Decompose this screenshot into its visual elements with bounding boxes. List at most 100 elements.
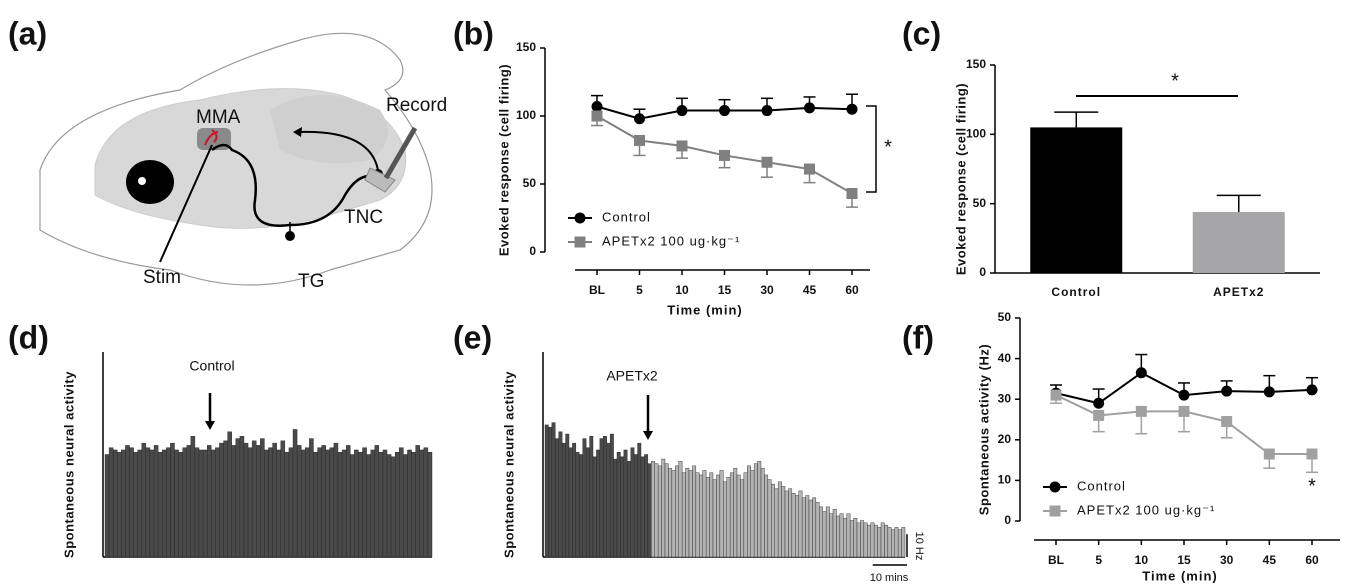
activity-bar <box>104 454 110 558</box>
y-tick-label: 100 <box>966 127 986 141</box>
y-tick-label: 50 <box>973 196 987 210</box>
activity-bar <box>137 449 142 558</box>
activity-bar <box>251 440 257 558</box>
y-axis-label: Evoked response (cell firing) <box>953 83 968 275</box>
activity-bar <box>186 445 192 558</box>
activity-bar <box>723 481 727 558</box>
activity-bar <box>572 442 577 558</box>
activity-bar <box>395 452 400 558</box>
activity-bar <box>815 502 820 558</box>
activity-bar <box>386 454 392 558</box>
activity-bar <box>390 456 396 558</box>
marker <box>591 110 603 122</box>
marker <box>1049 505 1061 517</box>
activity-bar <box>284 452 290 558</box>
activity-bar <box>747 465 751 558</box>
activity-bar <box>313 452 318 558</box>
activity-bar <box>223 440 228 558</box>
activity-bar <box>260 438 265 558</box>
activity-bar <box>760 467 765 558</box>
activity-bar <box>227 431 232 558</box>
activity-bar <box>633 454 638 558</box>
activity-bar <box>582 438 587 558</box>
activity-bar <box>585 447 590 558</box>
y-tick-label: 30 <box>998 391 1012 405</box>
activity-bar <box>839 513 844 558</box>
activity-bar <box>551 422 556 558</box>
activity-bar <box>702 470 707 558</box>
marker <box>846 103 858 115</box>
activity-bar <box>822 511 827 558</box>
activity-bar <box>795 495 799 558</box>
activity-bar <box>548 426 553 558</box>
activity-bar <box>623 449 628 558</box>
activity-bar <box>630 447 635 558</box>
activity-bar <box>729 472 734 558</box>
annotation: APETx2 <box>606 368 658 384</box>
activity-bar <box>157 452 163 558</box>
y-axis-label: Spontaneous neural activity <box>61 371 76 558</box>
activity-bar <box>856 522 861 558</box>
arrowhead <box>643 431 653 440</box>
activity-bar <box>681 472 686 558</box>
marker <box>1178 389 1190 401</box>
y-tick-label: 0 <box>979 265 986 279</box>
marker <box>634 113 645 125</box>
activity-bar <box>162 449 167 558</box>
bar <box>1030 127 1123 274</box>
significance: * <box>1308 475 1316 497</box>
y-tick-label: 20 <box>998 432 1012 446</box>
y-tick-label: 50 <box>998 310 1012 324</box>
activity-bar <box>897 529 902 558</box>
activity-bar <box>215 447 220 558</box>
marker <box>591 100 603 112</box>
activity-bar <box>309 438 314 558</box>
y-tick-label: 100 <box>516 108 536 122</box>
marker <box>634 134 645 146</box>
activity-bar <box>846 513 851 558</box>
marker <box>761 105 773 117</box>
activity-bar <box>378 452 384 558</box>
activity-bar <box>345 445 351 558</box>
activity-bar <box>133 452 138 558</box>
activity-bar <box>247 447 253 558</box>
activity-bar <box>716 474 721 558</box>
activity-bar <box>178 452 183 558</box>
x-tick-label: 15 <box>718 283 732 297</box>
marker <box>676 105 688 117</box>
activity-bar <box>129 447 134 558</box>
marker <box>1178 405 1190 417</box>
x-tick-label: 5 <box>636 283 643 297</box>
panel-label: (a) <box>8 15 47 51</box>
marker <box>1306 448 1318 460</box>
arrowhead <box>205 421 215 430</box>
activity-bar <box>853 518 858 558</box>
activity-bar <box>884 524 889 558</box>
marker <box>1306 384 1318 396</box>
activity-bar <box>358 452 363 558</box>
activity-bar <box>901 527 906 558</box>
marker <box>804 102 815 114</box>
activity-bar <box>145 447 151 558</box>
tg-node <box>285 231 295 241</box>
activity-bar <box>166 447 171 558</box>
activity-bar <box>596 449 601 558</box>
activity-bar <box>272 442 277 558</box>
activity-bar <box>808 499 813 558</box>
activity-bar <box>849 520 854 558</box>
stim-line <box>159 144 213 263</box>
activity-bar <box>860 520 865 558</box>
activity-bar <box>661 458 666 558</box>
marker <box>719 149 730 161</box>
activity-bar <box>350 454 355 558</box>
panel-label: (f) <box>902 319 934 355</box>
activity-bar <box>829 513 834 558</box>
activity-bar <box>867 524 871 558</box>
activity-bar <box>788 488 793 558</box>
activity-bar <box>613 458 618 558</box>
activity-bar <box>231 445 236 558</box>
x-tick-label: 45 <box>803 283 817 297</box>
activity-bar <box>771 483 775 558</box>
y-axis-label: Spontaneous neural activity <box>501 371 516 558</box>
